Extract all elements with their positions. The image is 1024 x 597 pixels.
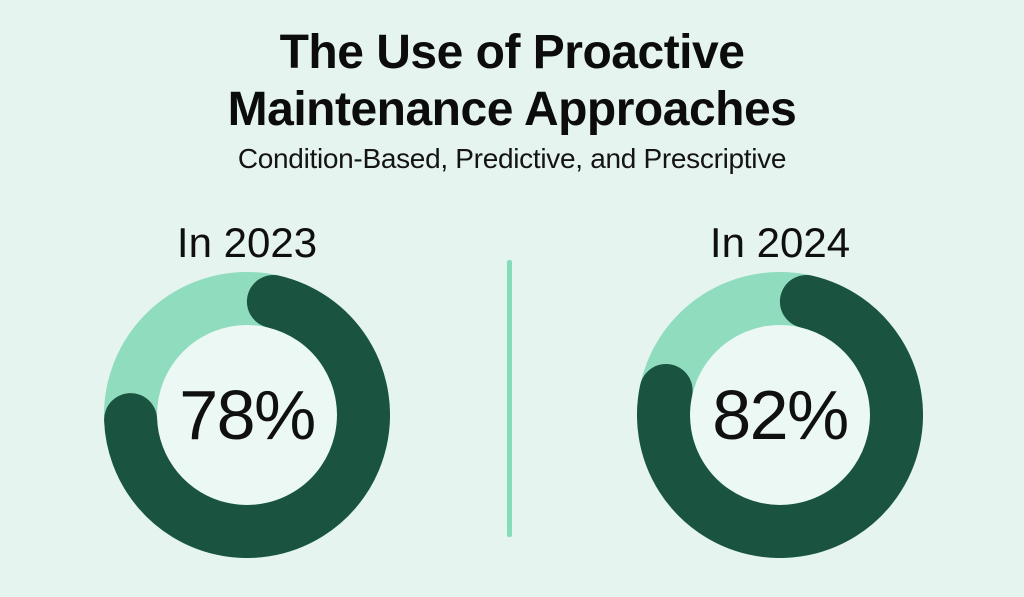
year-label-2023: In 2023 xyxy=(176,219,318,266)
donut-chart-2024: 82% xyxy=(637,272,923,558)
chart-group-2024: In 2024 82% xyxy=(637,221,923,558)
donut-svg-2024 xyxy=(637,272,923,558)
chart-group-2023: In 2023 78% xyxy=(104,221,390,558)
donut-hole xyxy=(156,324,338,506)
page-title: The Use of Proactive Maintenance Approac… xyxy=(0,24,1024,138)
donut-chart-2023: 78% xyxy=(104,272,390,558)
year-label-2024: In 2024 xyxy=(709,219,851,266)
donut-svg-2023 xyxy=(104,272,390,558)
page-subtitle: Condition-Based, Predictive, and Prescri… xyxy=(237,143,787,174)
header: The Use of Proactive Maintenance Approac… xyxy=(0,0,1024,175)
donut-arc-filled xyxy=(637,272,923,558)
donut-hole xyxy=(689,324,871,506)
page-title-line1: The Use of Proactive xyxy=(279,26,745,79)
donut-arc-filled xyxy=(104,272,390,558)
page-title-line2: Maintenance Approaches xyxy=(227,83,797,136)
divider-line xyxy=(507,260,512,537)
